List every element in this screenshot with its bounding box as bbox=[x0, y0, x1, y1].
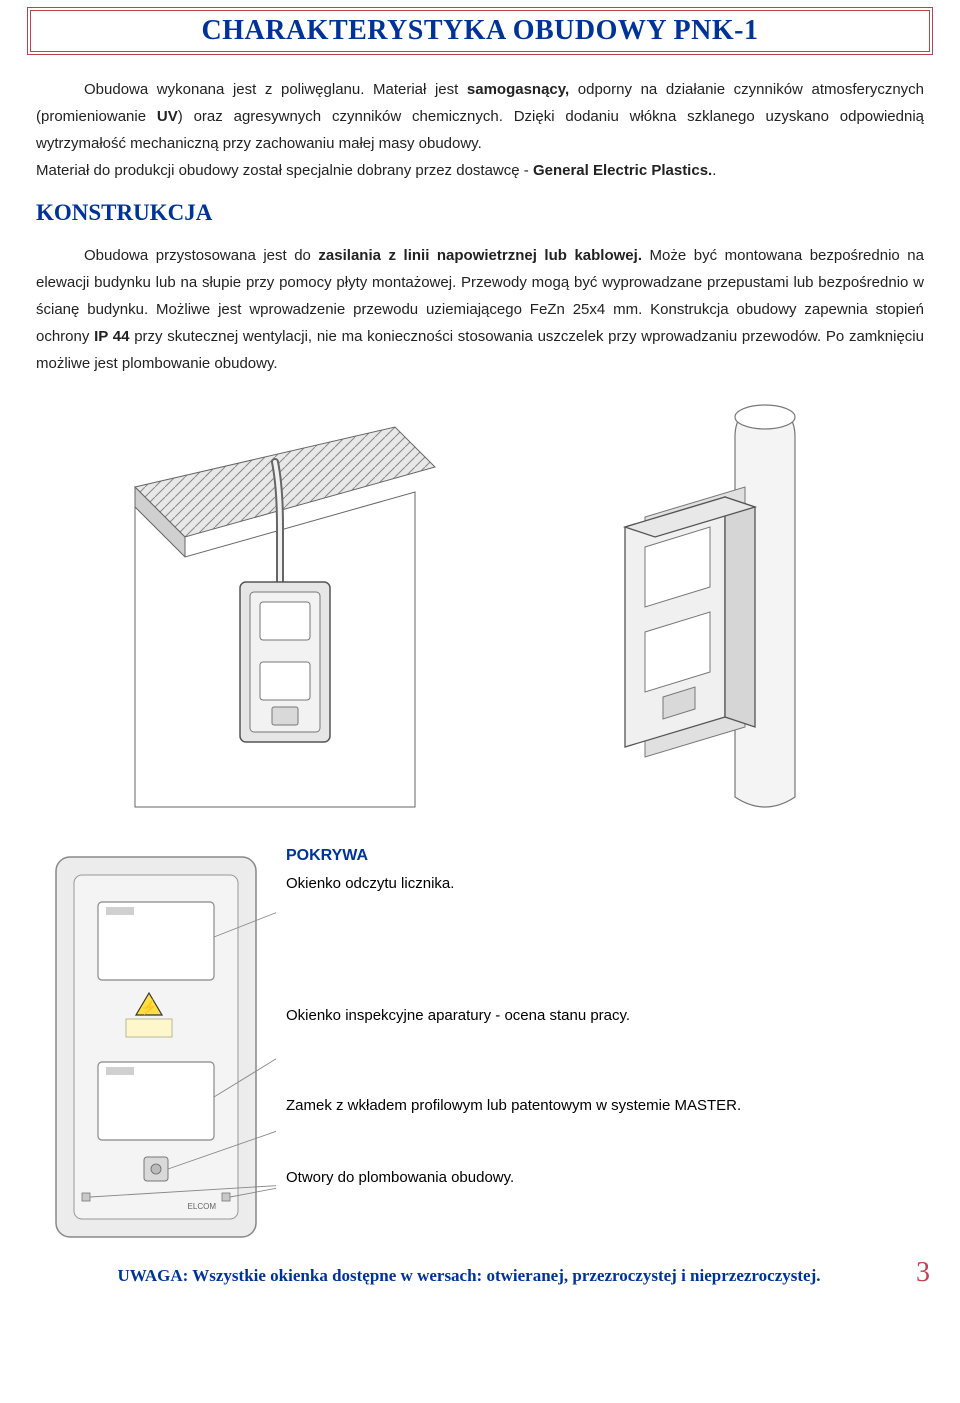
text: Obudowa wykonana jest z poliwęglanu. Mat… bbox=[84, 81, 467, 98]
pole-mount-illustration bbox=[565, 397, 885, 817]
illustration-row bbox=[30, 397, 930, 817]
text-bold: UV bbox=[157, 108, 178, 125]
text-bold: IP 44 bbox=[94, 328, 129, 345]
text: przy skutecznej wentylacji, nie ma konie… bbox=[36, 328, 924, 372]
label-lock: Zamek z wkładem profilowym lub patentowy… bbox=[286, 1097, 741, 1114]
label-window-inspection: Okienko inspekcyjne aparatury - ocena st… bbox=[286, 1007, 630, 1024]
title-box: CHARAKTERYSTYKA OBUDOWY PNK-1 bbox=[30, 10, 930, 52]
section-heading-konstrukcja: KONSTRUKCJA bbox=[36, 200, 924, 226]
text: Materiał do produkcji obudowy został spe… bbox=[36, 162, 533, 179]
text-bold: samogasnący, bbox=[467, 81, 578, 98]
label-seal-holes: Otwory do plombowania obudowy. bbox=[286, 1169, 514, 1186]
enclosure-front-illustration: ⚡ ELCOM bbox=[36, 847, 276, 1247]
page-number: 3 bbox=[916, 1257, 930, 1289]
cover-diagram-row: ⚡ ELCOM POKRYWA Okienko odczytu licznika… bbox=[36, 847, 924, 1247]
cover-labels-column: POKRYWA Okienko odczytu licznika. Okienk… bbox=[276, 847, 924, 1247]
page: CHARAKTERYSTYKA OBUDOWY PNK-1 Obudowa wy… bbox=[0, 0, 960, 1309]
footer-note: UWAGA: Wszystkie okienka dostępne w wers… bbox=[30, 1266, 908, 1286]
paragraph-1: Obudowa wykonana jest z poliwęglanu. Mat… bbox=[36, 76, 924, 184]
svg-text:⚡: ⚡ bbox=[140, 999, 157, 1016]
paragraph-2: Obudowa przystosowana jest do zasilania … bbox=[36, 242, 924, 377]
text-bold: General Electric Plastics. bbox=[533, 162, 712, 179]
building-mount-illustration bbox=[75, 397, 475, 817]
page-title: CHARAKTERYSTYKA OBUDOWY PNK-1 bbox=[202, 15, 759, 46]
cover-heading: POKRYWA bbox=[286, 847, 368, 865]
footer: UWAGA: Wszystkie okienka dostępne w wers… bbox=[30, 1257, 930, 1289]
svg-text:ELCOM: ELCOM bbox=[188, 1202, 217, 1211]
label-window-reading: Okienko odczytu licznika. bbox=[286, 875, 454, 892]
text-bold: zasilania z linii napowietrznej lub kabl… bbox=[318, 247, 642, 264]
text: . bbox=[712, 162, 716, 179]
text: Obudowa przystosowana jest do bbox=[84, 247, 318, 264]
